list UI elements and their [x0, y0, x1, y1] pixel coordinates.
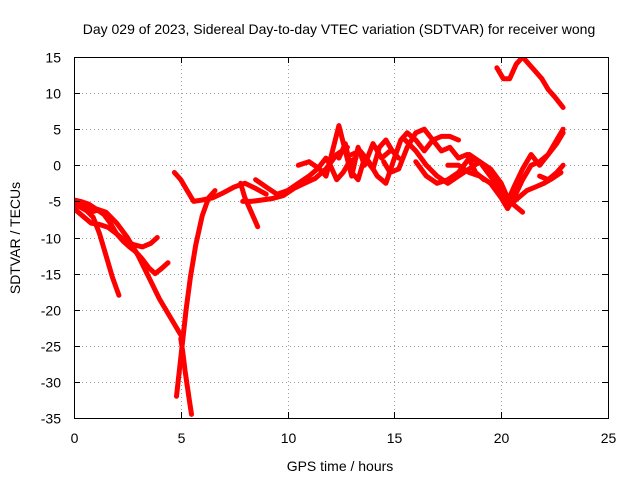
- series-arc-late-4: [466, 126, 566, 204]
- x-tick-label: 20: [494, 430, 510, 446]
- y-tick-label: 10: [45, 86, 61, 102]
- y-tick-label: 15: [45, 50, 61, 66]
- y-tick-label: -15: [41, 267, 61, 283]
- series-arc-mid-7: [349, 130, 461, 186]
- x-tick-label: 15: [387, 430, 403, 446]
- chart-title: Day 029 of 2023, Sidereal Day-to-day VTE…: [83, 21, 596, 37]
- series-arc-early-3: [74, 198, 171, 277]
- y-tick-label: -20: [41, 303, 61, 319]
- axis-ticks: 0 5 10 15 20 25 -35 -30 -25 -20 -15 -10 -5 0 5 10 15: [41, 50, 617, 447]
- series-arc-dip: [174, 188, 218, 399]
- data-series: [74, 57, 566, 417]
- series-arc-mid-2: [238, 180, 261, 230]
- y-tick-label: 0: [53, 158, 61, 174]
- x-tick-label: 5: [178, 430, 186, 446]
- x-tick-label: 25: [601, 430, 617, 446]
- y-axis-label: SDTVAR / TECUs: [7, 182, 23, 294]
- y-tick-label: -5: [49, 194, 62, 210]
- x-axis-label: GPS time / hours: [287, 458, 394, 474]
- x-tick-label: 10: [281, 430, 297, 446]
- y-tick-label: -35: [41, 411, 61, 427]
- y-tick-label: 5: [53, 122, 61, 138]
- series-arc-late-6: [537, 162, 566, 183]
- gridlines: [74, 57, 608, 418]
- y-tick-label: -30: [41, 375, 61, 391]
- series-arc-mid-1: [171, 170, 269, 204]
- series-arc-late-5: [494, 57, 566, 110]
- series-arc-early-4: [74, 197, 184, 338]
- y-tick-label: -10: [41, 231, 61, 247]
- y-tick-label: -25: [41, 339, 61, 355]
- x-tick-label: 0: [71, 430, 79, 446]
